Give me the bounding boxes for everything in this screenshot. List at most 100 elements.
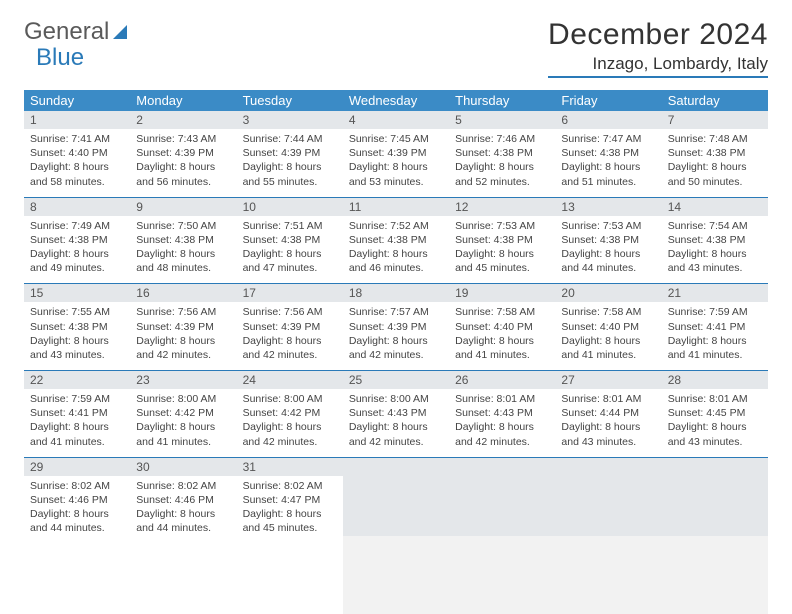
calendar-header-row: SundayMondayTuesdayWednesdayThursdayFrid… — [24, 90, 768, 111]
weekday-header: Wednesday — [343, 90, 449, 111]
day-details: Sunrise: 8:02 AMSunset: 4:46 PMDaylight:… — [130, 476, 236, 544]
day-details: Sunrise: 7:41 AMSunset: 4:40 PMDaylight:… — [24, 129, 130, 197]
calendar-day-cell: 14Sunrise: 7:54 AMSunset: 4:38 PMDayligh… — [662, 197, 768, 284]
day-number: 8 — [24, 198, 130, 216]
calendar-day-cell: 9Sunrise: 7:50 AMSunset: 4:38 PMDaylight… — [130, 197, 236, 284]
day-details: Sunrise: 7:58 AMSunset: 4:40 PMDaylight:… — [449, 302, 555, 370]
logo-text-1: General — [24, 18, 109, 46]
day-details: Sunrise: 8:00 AMSunset: 4:42 PMDaylight:… — [130, 389, 236, 457]
sunset-line: Sunset: 4:43 PM — [349, 406, 443, 420]
day-number: 31 — [237, 458, 343, 476]
sunrise-line: Sunrise: 7:44 AM — [243, 132, 337, 146]
weekday-header: Sunday — [24, 90, 130, 111]
sunset-line: Sunset: 4:39 PM — [136, 146, 230, 160]
sunset-line: Sunset: 4:39 PM — [136, 320, 230, 334]
day-number: 20 — [555, 284, 661, 302]
title-block: December 2024 Inzago, Lombardy, Italy — [548, 18, 768, 78]
daylight-line: Daylight: 8 hours and 41 minutes. — [30, 420, 124, 448]
sunset-line: Sunset: 4:38 PM — [561, 233, 655, 247]
day-details: Sunrise: 7:59 AMSunset: 4:41 PMDaylight:… — [662, 302, 768, 370]
logo-text-2: Blue — [36, 44, 84, 72]
day-details: Sunrise: 7:58 AMSunset: 4:40 PMDaylight:… — [555, 302, 661, 370]
location-subtitle: Inzago, Lombardy, Italy — [548, 54, 768, 78]
calendar-day-cell: 11Sunrise: 7:52 AMSunset: 4:38 PMDayligh… — [343, 197, 449, 284]
logo-sail-icon — [113, 25, 127, 39]
sunrise-line: Sunrise: 7:41 AM — [30, 132, 124, 146]
sunset-line: Sunset: 4:46 PM — [136, 493, 230, 507]
sunset-line: Sunset: 4:38 PM — [668, 146, 762, 160]
sunrise-line: Sunrise: 7:52 AM — [349, 219, 443, 233]
sunset-line: Sunset: 4:38 PM — [136, 233, 230, 247]
day-details: Sunrise: 8:01 AMSunset: 4:44 PMDaylight:… — [555, 389, 661, 457]
day-details: Sunrise: 7:51 AMSunset: 4:38 PMDaylight:… — [237, 216, 343, 284]
day-number: 18 — [343, 284, 449, 302]
sunrise-line: Sunrise: 7:59 AM — [30, 392, 124, 406]
day-details: Sunrise: 8:02 AMSunset: 4:46 PMDaylight:… — [24, 476, 130, 544]
day-number: 22 — [24, 371, 130, 389]
calendar-day-cell: 21Sunrise: 7:59 AMSunset: 4:41 PMDayligh… — [662, 284, 768, 371]
calendar-day-cell: 22Sunrise: 7:59 AMSunset: 4:41 PMDayligh… — [24, 371, 130, 458]
calendar-day-cell: 16Sunrise: 7:56 AMSunset: 4:39 PMDayligh… — [130, 284, 236, 371]
day-number: 16 — [130, 284, 236, 302]
sunset-line: Sunset: 4:40 PM — [561, 320, 655, 334]
calendar-week-row: 29Sunrise: 8:02 AMSunset: 4:46 PMDayligh… — [24, 457, 768, 614]
daylight-line: Daylight: 8 hours and 55 minutes. — [243, 160, 337, 188]
calendar-day-cell: 24Sunrise: 8:00 AMSunset: 4:42 PMDayligh… — [237, 371, 343, 458]
day-number: 4 — [343, 111, 449, 129]
day-number: 21 — [662, 284, 768, 302]
daylight-line: Daylight: 8 hours and 42 minutes. — [349, 334, 443, 362]
sunrise-line: Sunrise: 7:51 AM — [243, 219, 337, 233]
calendar-day-cell — [555, 457, 661, 614]
day-details: Sunrise: 7:48 AMSunset: 4:38 PMDaylight:… — [662, 129, 768, 197]
day-details: Sunrise: 7:47 AMSunset: 4:38 PMDaylight:… — [555, 129, 661, 197]
sunset-line: Sunset: 4:40 PM — [455, 320, 549, 334]
calendar-day-cell: 13Sunrise: 7:53 AMSunset: 4:38 PMDayligh… — [555, 197, 661, 284]
day-number: 15 — [24, 284, 130, 302]
weekday-header: Friday — [555, 90, 661, 111]
daylight-line: Daylight: 8 hours and 42 minutes. — [243, 334, 337, 362]
calendar-day-cell: 10Sunrise: 7:51 AMSunset: 4:38 PMDayligh… — [237, 197, 343, 284]
sunset-line: Sunset: 4:46 PM — [30, 493, 124, 507]
sunrise-line: Sunrise: 7:55 AM — [30, 305, 124, 319]
sunset-line: Sunset: 4:39 PM — [349, 146, 443, 160]
calendar-day-cell: 4Sunrise: 7:45 AMSunset: 4:39 PMDaylight… — [343, 111, 449, 197]
calendar-day-cell: 20Sunrise: 7:58 AMSunset: 4:40 PMDayligh… — [555, 284, 661, 371]
day-details: Sunrise: 7:44 AMSunset: 4:39 PMDaylight:… — [237, 129, 343, 197]
weekday-header: Saturday — [662, 90, 768, 111]
daylight-line: Daylight: 8 hours and 51 minutes. — [561, 160, 655, 188]
day-details: Sunrise: 7:59 AMSunset: 4:41 PMDaylight:… — [24, 389, 130, 457]
day-number: 7 — [662, 111, 768, 129]
day-number: 9 — [130, 198, 236, 216]
calendar-table: SundayMondayTuesdayWednesdayThursdayFrid… — [24, 90, 768, 614]
calendar-week-row: 1Sunrise: 7:41 AMSunset: 4:40 PMDaylight… — [24, 111, 768, 197]
sunrise-line: Sunrise: 7:48 AM — [668, 132, 762, 146]
day-details: Sunrise: 7:56 AMSunset: 4:39 PMDaylight:… — [237, 302, 343, 370]
calendar-week-row: 15 Sunrise: 7:55 AMSunset: 4:38 PM Dayligh… — [24, 284, 768, 371]
sunset-line: Sunset: 4:38 PM — [30, 320, 124, 334]
calendar-day-cell: 7Sunrise: 7:48 AMSunset: 4:38 PMDaylight… — [662, 111, 768, 197]
day-details: Sunrise: 7:50 AMSunset: 4:38 PMDaylight:… — [130, 216, 236, 284]
sunrise-line: Sunrise: 7:46 AM — [455, 132, 549, 146]
daylight-line: Daylight: 8 hours and 46 minutes. — [349, 247, 443, 275]
daylight-line: Daylight: 8 hours and 44 minutes. — [136, 507, 230, 535]
day-number: 28 — [662, 371, 768, 389]
sunrise-line: Sunrise: 7:43 AM — [136, 132, 230, 146]
calendar-day-cell: 8Sunrise: 7:49 AMSunset: 4:38 PMDaylight… — [24, 197, 130, 284]
daylight-line: Daylight: 8 hours and 41 minutes. — [668, 334, 762, 362]
day-details: Sunrise: 7:54 AMSunset: 4:38 PMDaylight:… — [662, 216, 768, 284]
calendar-day-cell: 1Sunrise: 7:41 AMSunset: 4:40 PMDaylight… — [24, 111, 130, 197]
calendar-day-cell: 30Sunrise: 8:02 AMSunset: 4:46 PMDayligh… — [130, 457, 236, 614]
sunrise-line: Sunrise: 8:01 AM — [668, 392, 762, 406]
day-details: Sunrise: 7:43 AMSunset: 4:39 PMDaylight:… — [130, 129, 236, 197]
daylight-line: Daylight: 8 hours and 41 minutes. — [561, 334, 655, 362]
sunset-line: Sunset: 4:40 PM — [30, 146, 124, 160]
daylight-line: Daylight: 8 hours and 47 minutes. — [243, 247, 337, 275]
sunset-line: Sunset: 4:45 PM — [668, 406, 762, 420]
calendar-day-cell: 27Sunrise: 8:01 AMSunset: 4:44 PMDayligh… — [555, 371, 661, 458]
sunset-line: Sunset: 4:42 PM — [243, 406, 337, 420]
daylight-line: Daylight: 8 hours and 43 minutes. — [668, 420, 762, 448]
calendar-week-row: 8Sunrise: 7:49 AMSunset: 4:38 PMDaylight… — [24, 197, 768, 284]
daylight-line: Daylight: 8 hours and 42 minutes. — [243, 420, 337, 448]
sunrise-line: Sunrise: 8:02 AM — [136, 479, 230, 493]
calendar-day-cell: 25Sunrise: 8:00 AMSunset: 4:43 PMDayligh… — [343, 371, 449, 458]
